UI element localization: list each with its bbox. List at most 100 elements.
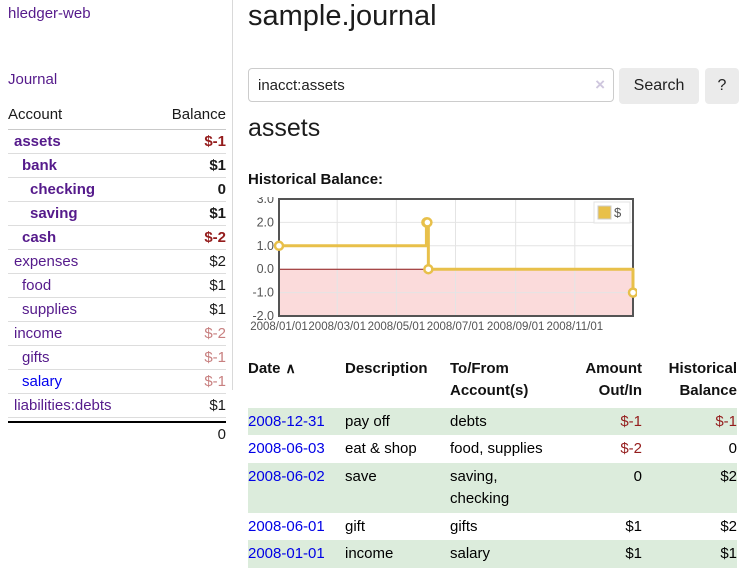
chart-title: Historical Balance: [248, 171, 384, 188]
transaction-date-cell: 2008-12-31 [248, 408, 345, 436]
main-content: sample.journal × Search ? assets Histori… [248, 0, 742, 582]
y-axis-tick-label: 2.0 [257, 215, 274, 229]
transaction-balance-cell: $2 [720, 468, 737, 485]
account-row: assets $-1 [8, 130, 226, 154]
register-header-historical-balance: Historical Balance [642, 356, 737, 408]
plot-border [278, 198, 634, 317]
search-form: × Search ? [248, 68, 742, 104]
transaction-balance-cell: 0 [728, 440, 737, 458]
account-row: bank $1 [8, 154, 226, 178]
register-row: 2008-06-02 save saving, checking 0 $2 [248, 463, 737, 513]
accounts-header-account: Account [8, 106, 63, 123]
x-axis-tick-label: 2008/07/01 [427, 321, 485, 333]
y-axis-tick-label: 0.0 [257, 262, 274, 276]
transaction-amount-cell: $-2 [620, 440, 642, 458]
sidebar-account-checking[interactable]: checking [30, 181, 96, 198]
sidebar-account-salary[interactable]: salary [22, 373, 63, 390]
account-balance: $1 [209, 277, 226, 294]
transaction-date-link[interactable]: 2008-06-01 [248, 517, 325, 535]
transaction-date-link[interactable]: 2008-12-31 [248, 412, 325, 430]
sidebar-account-food[interactable]: food [22, 277, 52, 294]
clear-search-icon[interactable]: × [595, 75, 605, 94]
account-row: food $1 [8, 274, 226, 298]
legend-swatch [597, 205, 612, 220]
transaction-date-cell: 2008-06-03 [248, 435, 345, 463]
account-row: income $-2 [8, 322, 226, 346]
transaction-date-link[interactable]: 2008-06-03 [248, 440, 325, 458]
accounts-table-header: Account Balance [8, 102, 226, 130]
sidebar-account-saving[interactable]: saving [30, 205, 78, 222]
account-row: expenses $2 [8, 250, 226, 274]
account-row: liabilities:debts $1 [8, 394, 226, 418]
sidebar-account-cash[interactable]: cash [22, 229, 57, 246]
transaction-amount-cell: $1 [625, 517, 642, 535]
sidebar-account-expenses[interactable]: expenses [14, 253, 79, 270]
register-header-description: Description [345, 356, 450, 408]
accounts-header-balance: Balance [171, 106, 226, 123]
register-header-amount-out-in: Amount Out/In [570, 356, 642, 408]
transaction-description-cell: pay off [345, 412, 390, 430]
accounts-total-value: 0 [217, 426, 226, 443]
data-point-marker[interactable] [422, 217, 433, 228]
account-balance: $-1 [204, 133, 226, 150]
transaction-date-link[interactable]: 2008-06-02 [248, 468, 325, 485]
account-heading: assets [248, 114, 321, 142]
y-axis-tick-label: 3.0 [257, 197, 274, 206]
register-header-to-from-account-s-: To/From Account(s) [450, 356, 570, 408]
transaction-description-cell: gift [345, 517, 366, 535]
sidebar-account-bank[interactable]: bank [22, 157, 58, 174]
search-input[interactable] [248, 68, 614, 102]
search-button[interactable]: Search [619, 68, 699, 104]
y-axis-tick-label: -1.0 [252, 286, 274, 300]
account-balance: $-2 [204, 229, 226, 246]
transaction-balance-cell: $1 [720, 545, 737, 563]
sidebar-account-supplies[interactable]: supplies [22, 301, 78, 318]
data-point-marker[interactable] [423, 263, 434, 275]
header-label: Amount Out/In [585, 360, 642, 399]
register-row: 2008-12-31 pay off debts $-1 $-1 [248, 407, 737, 436]
transaction-date-link[interactable]: 2008-01-01 [248, 545, 325, 563]
transaction-date-cell: 2008-06-02 [248, 463, 345, 513]
legend-label: $ [614, 205, 622, 220]
transaction-date-cell: 2008-06-01 [248, 513, 345, 541]
transaction-date-cell: 2008-01-01 [248, 540, 345, 568]
register-row: 2008-06-03 eat & shop food, supplies $-2 0 [248, 435, 737, 463]
sidebar-account-gifts[interactable]: gifts [22, 349, 50, 366]
account-row: checking 0 [8, 178, 226, 202]
transaction-description-cell: save [345, 468, 377, 485]
sort-ascending-icon[interactable]: ∧ [285, 360, 296, 376]
chart-legend: $ [593, 201, 631, 224]
header-label: Description [345, 360, 428, 377]
account-balance: $1 [209, 301, 226, 318]
account-balance: 0 [217, 181, 226, 198]
account-row: saving $1 [8, 202, 226, 226]
transaction-description-cell: eat & shop [345, 440, 417, 458]
app-title-link[interactable]: hledger-web [8, 5, 91, 22]
sidebar-account-assets[interactable]: assets [14, 133, 61, 150]
account-row: supplies $1 [8, 298, 226, 322]
x-axis-tick-label: 2008/09/01 [487, 321, 545, 333]
register-header-date[interactable]: Date ∧ [248, 356, 345, 408]
help-button[interactable]: ? [705, 68, 739, 104]
data-point-marker[interactable] [273, 240, 285, 252]
transaction-balance-cell: $-1 [715, 412, 737, 430]
transaction-description-cell: income [345, 545, 394, 563]
sidebar-item-journal[interactable]: Journal [8, 71, 58, 88]
register-row: 2008-06-01 gift gifts $1 $2 [248, 513, 737, 541]
sidebar-account-income[interactable]: income [14, 325, 63, 342]
header-label: Historical Balance [668, 360, 737, 399]
data-point-marker[interactable] [627, 287, 639, 298]
y-axis-tick-label: -2.0 [252, 309, 274, 323]
sidebar-account-liabilities-debts[interactable]: liabilities:debts [14, 397, 112, 414]
transaction-accounts-cell: debts [450, 412, 487, 430]
transaction-amount-cell: $-1 [620, 412, 642, 430]
account-row: cash $-2 [8, 226, 226, 250]
x-axis-tick-label: 2008/05/01 [368, 321, 426, 333]
account-balance: $1 [209, 397, 226, 414]
account-balance: $1 [209, 157, 226, 174]
header-label: To/From Account(s) [450, 360, 529, 399]
account-balance: $-2 [204, 325, 226, 342]
historical-balance-chart[interactable]: 3.0 2.0 1.0 0.0 -1.0 -2.0 2008/01/01 2008/03/01… [245, 192, 639, 337]
